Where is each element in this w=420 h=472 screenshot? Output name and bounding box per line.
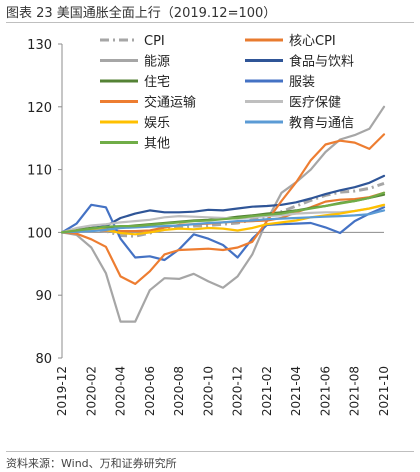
legend-label: 教育与通信: [289, 115, 354, 131]
legend-label: CPI: [144, 34, 165, 49]
y-tick-label: 130: [27, 38, 52, 53]
y-tick-label: 110: [27, 164, 52, 179]
figure-title: 图表 23 美国通胀全面上行（2019.12=100）: [6, 6, 277, 21]
legend-label: 娱乐: [144, 116, 170, 131]
y-tick-label: 120: [27, 101, 52, 116]
legend-label: 食品与饮料: [289, 54, 354, 70]
x-tick-label: 2021-04: [289, 366, 303, 416]
legend-label: 交通运输: [144, 95, 196, 111]
series-line: [60, 174, 386, 234]
legend-label: 核心CPI: [289, 34, 336, 49]
line-chart: 80 90 100 110 120 130 2019-12 2020-02 2020-04 202…: [27, 34, 391, 416]
legend-label: 能源: [144, 55, 170, 70]
x-tick-label: 2020-08: [172, 366, 186, 416]
x-tick-label: 2020-10: [201, 366, 215, 416]
y-tick-label: 90: [35, 289, 52, 304]
x-tick-label: 2020-02: [84, 366, 98, 416]
title-divider: [6, 22, 414, 23]
y-tick-label: 80: [35, 352, 52, 367]
x-tick-label: 2020-12: [231, 366, 245, 416]
series-line: [60, 204, 386, 234]
series-line: [60, 203, 386, 236]
legend-label: 住宅: [144, 75, 170, 90]
series-line: [60, 191, 386, 234]
x-tick-label: 2021-08: [348, 366, 362, 416]
legend-label: 服装: [289, 75, 315, 90]
series-line: [60, 209, 386, 234]
series-lines: [60, 105, 386, 323]
source-note: 资料来源：Wind、万和证券研究所: [6, 457, 177, 470]
series-line: [60, 105, 386, 323]
x-tick-label: 2021-02: [260, 366, 274, 416]
x-tick-label: 2021-10: [377, 366, 391, 416]
x-tick-label: 2019-12: [55, 366, 69, 416]
footer-divider: [6, 451, 414, 452]
y-tick-label: 100: [27, 226, 52, 241]
x-tick-label: 2020-04: [114, 366, 128, 416]
series-line: [61, 181, 385, 238]
x-tick-label: 2020-06: [143, 366, 157, 416]
axes-group: 80 90 100 110 120 130 2019-12 2020-02 2020-04 202…: [27, 38, 391, 416]
series-line: [60, 133, 386, 285]
x-tick-label: 2021-06: [318, 366, 332, 416]
legend-label: 医疗保健: [289, 96, 341, 111]
legend-label: 其他: [144, 137, 170, 152]
